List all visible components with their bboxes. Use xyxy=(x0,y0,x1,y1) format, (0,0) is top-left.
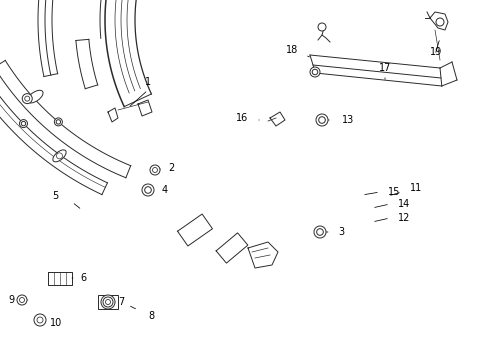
Circle shape xyxy=(317,23,325,31)
Text: 9: 9 xyxy=(8,295,14,305)
Text: 10: 10 xyxy=(50,318,62,328)
Circle shape xyxy=(20,120,27,127)
Text: 6: 6 xyxy=(80,273,86,283)
Text: 17: 17 xyxy=(378,63,390,73)
Text: 18: 18 xyxy=(285,45,297,55)
Circle shape xyxy=(34,314,46,326)
Ellipse shape xyxy=(27,90,43,103)
Text: 12: 12 xyxy=(397,213,409,223)
Circle shape xyxy=(142,184,154,196)
Ellipse shape xyxy=(53,150,66,162)
Text: 5: 5 xyxy=(52,191,58,201)
Text: 4: 4 xyxy=(162,185,168,195)
Text: 3: 3 xyxy=(337,227,344,237)
Text: 2: 2 xyxy=(168,163,174,173)
Circle shape xyxy=(309,67,319,77)
Circle shape xyxy=(313,226,325,238)
Text: 16: 16 xyxy=(235,113,247,123)
Text: 11: 11 xyxy=(409,183,421,193)
Text: 1: 1 xyxy=(144,77,151,87)
Text: 19: 19 xyxy=(429,47,441,57)
Text: 14: 14 xyxy=(397,199,409,209)
Circle shape xyxy=(315,114,327,126)
FancyBboxPatch shape xyxy=(98,295,118,309)
Circle shape xyxy=(54,118,62,126)
Circle shape xyxy=(17,295,27,305)
Text: 15: 15 xyxy=(387,187,400,197)
Circle shape xyxy=(101,295,115,309)
Circle shape xyxy=(22,94,32,104)
Circle shape xyxy=(150,165,160,175)
Text: 13: 13 xyxy=(341,115,353,125)
Text: 8: 8 xyxy=(148,311,154,321)
Text: 7: 7 xyxy=(118,297,124,307)
Circle shape xyxy=(103,297,113,307)
